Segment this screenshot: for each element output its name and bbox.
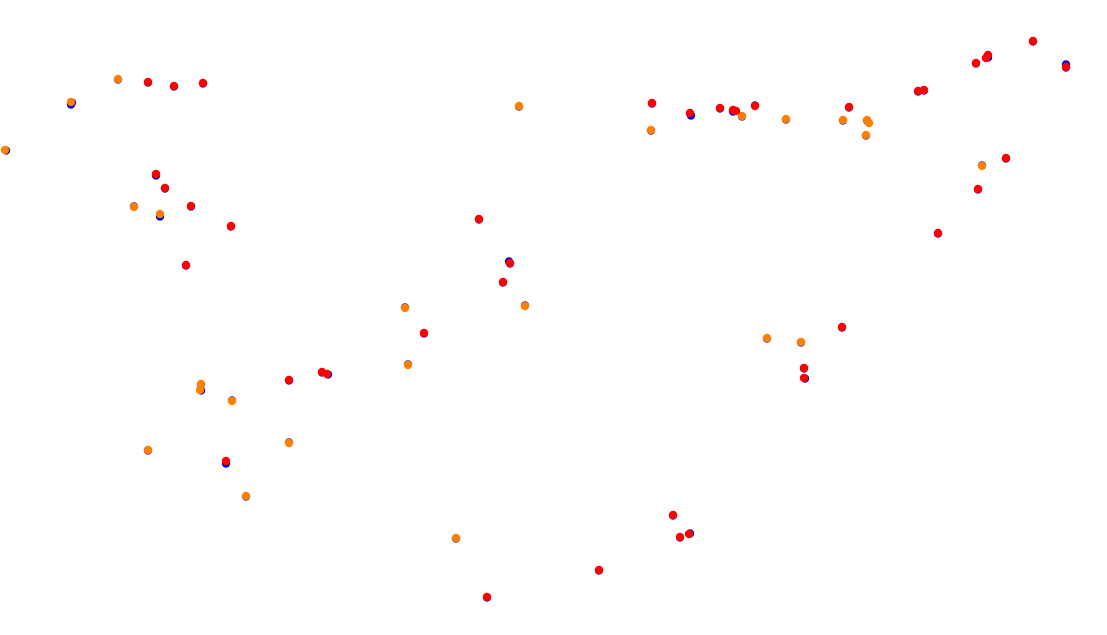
data-point xyxy=(762,333,772,343)
data-point xyxy=(129,202,139,212)
data-point xyxy=(322,369,332,379)
data-point xyxy=(983,50,993,60)
data-point xyxy=(0,145,10,155)
data-point xyxy=(844,102,854,112)
data-point xyxy=(403,360,413,370)
data-point xyxy=(799,363,809,373)
data-point xyxy=(226,221,236,231)
data-point xyxy=(862,115,872,125)
data-point xyxy=(227,396,237,406)
data-point xyxy=(919,85,929,95)
data-point xyxy=(837,322,847,332)
data-point xyxy=(160,183,170,193)
data-point xyxy=(143,445,153,455)
data-point xyxy=(113,74,123,84)
data-point xyxy=(482,592,492,602)
data-point xyxy=(284,438,294,448)
data-point xyxy=(514,101,524,111)
data-point xyxy=(973,184,983,194)
data-point xyxy=(731,106,741,116)
data-point xyxy=(1028,36,1038,46)
data-point xyxy=(750,101,760,111)
data-point xyxy=(737,111,747,121)
data-point xyxy=(186,201,196,211)
data-point xyxy=(498,277,508,287)
data-point xyxy=(221,456,231,466)
data-point xyxy=(977,161,987,171)
data-point xyxy=(198,78,208,88)
data-point xyxy=(419,328,429,338)
data-point xyxy=(675,532,685,542)
data-point xyxy=(520,301,530,311)
data-point xyxy=(241,491,251,501)
data-point xyxy=(400,303,410,313)
data-point xyxy=(594,565,604,575)
data-point xyxy=(1001,153,1011,163)
data-point xyxy=(646,125,656,135)
data-point xyxy=(474,214,484,224)
data-point xyxy=(151,169,161,179)
data-point xyxy=(668,510,678,520)
data-point xyxy=(181,260,191,270)
data-point xyxy=(861,130,871,140)
data-point xyxy=(505,258,515,268)
data-point xyxy=(66,97,76,107)
data-point xyxy=(715,103,725,113)
data-point xyxy=(685,108,695,118)
data-point xyxy=(196,379,206,389)
data-point xyxy=(647,98,657,108)
data-point xyxy=(838,115,848,125)
series-3 xyxy=(143,36,1071,602)
data-point xyxy=(796,337,806,347)
points-layer xyxy=(0,36,1071,602)
data-point xyxy=(971,58,981,68)
data-point xyxy=(684,529,694,539)
data-point xyxy=(143,77,153,87)
data-point xyxy=(1061,62,1071,72)
data-point xyxy=(284,375,294,385)
data-point xyxy=(799,373,809,383)
data-point xyxy=(781,114,791,124)
data-point xyxy=(933,228,943,238)
series-2 xyxy=(0,74,987,543)
data-point xyxy=(451,533,461,543)
data-point xyxy=(169,81,179,91)
data-point xyxy=(155,209,165,219)
